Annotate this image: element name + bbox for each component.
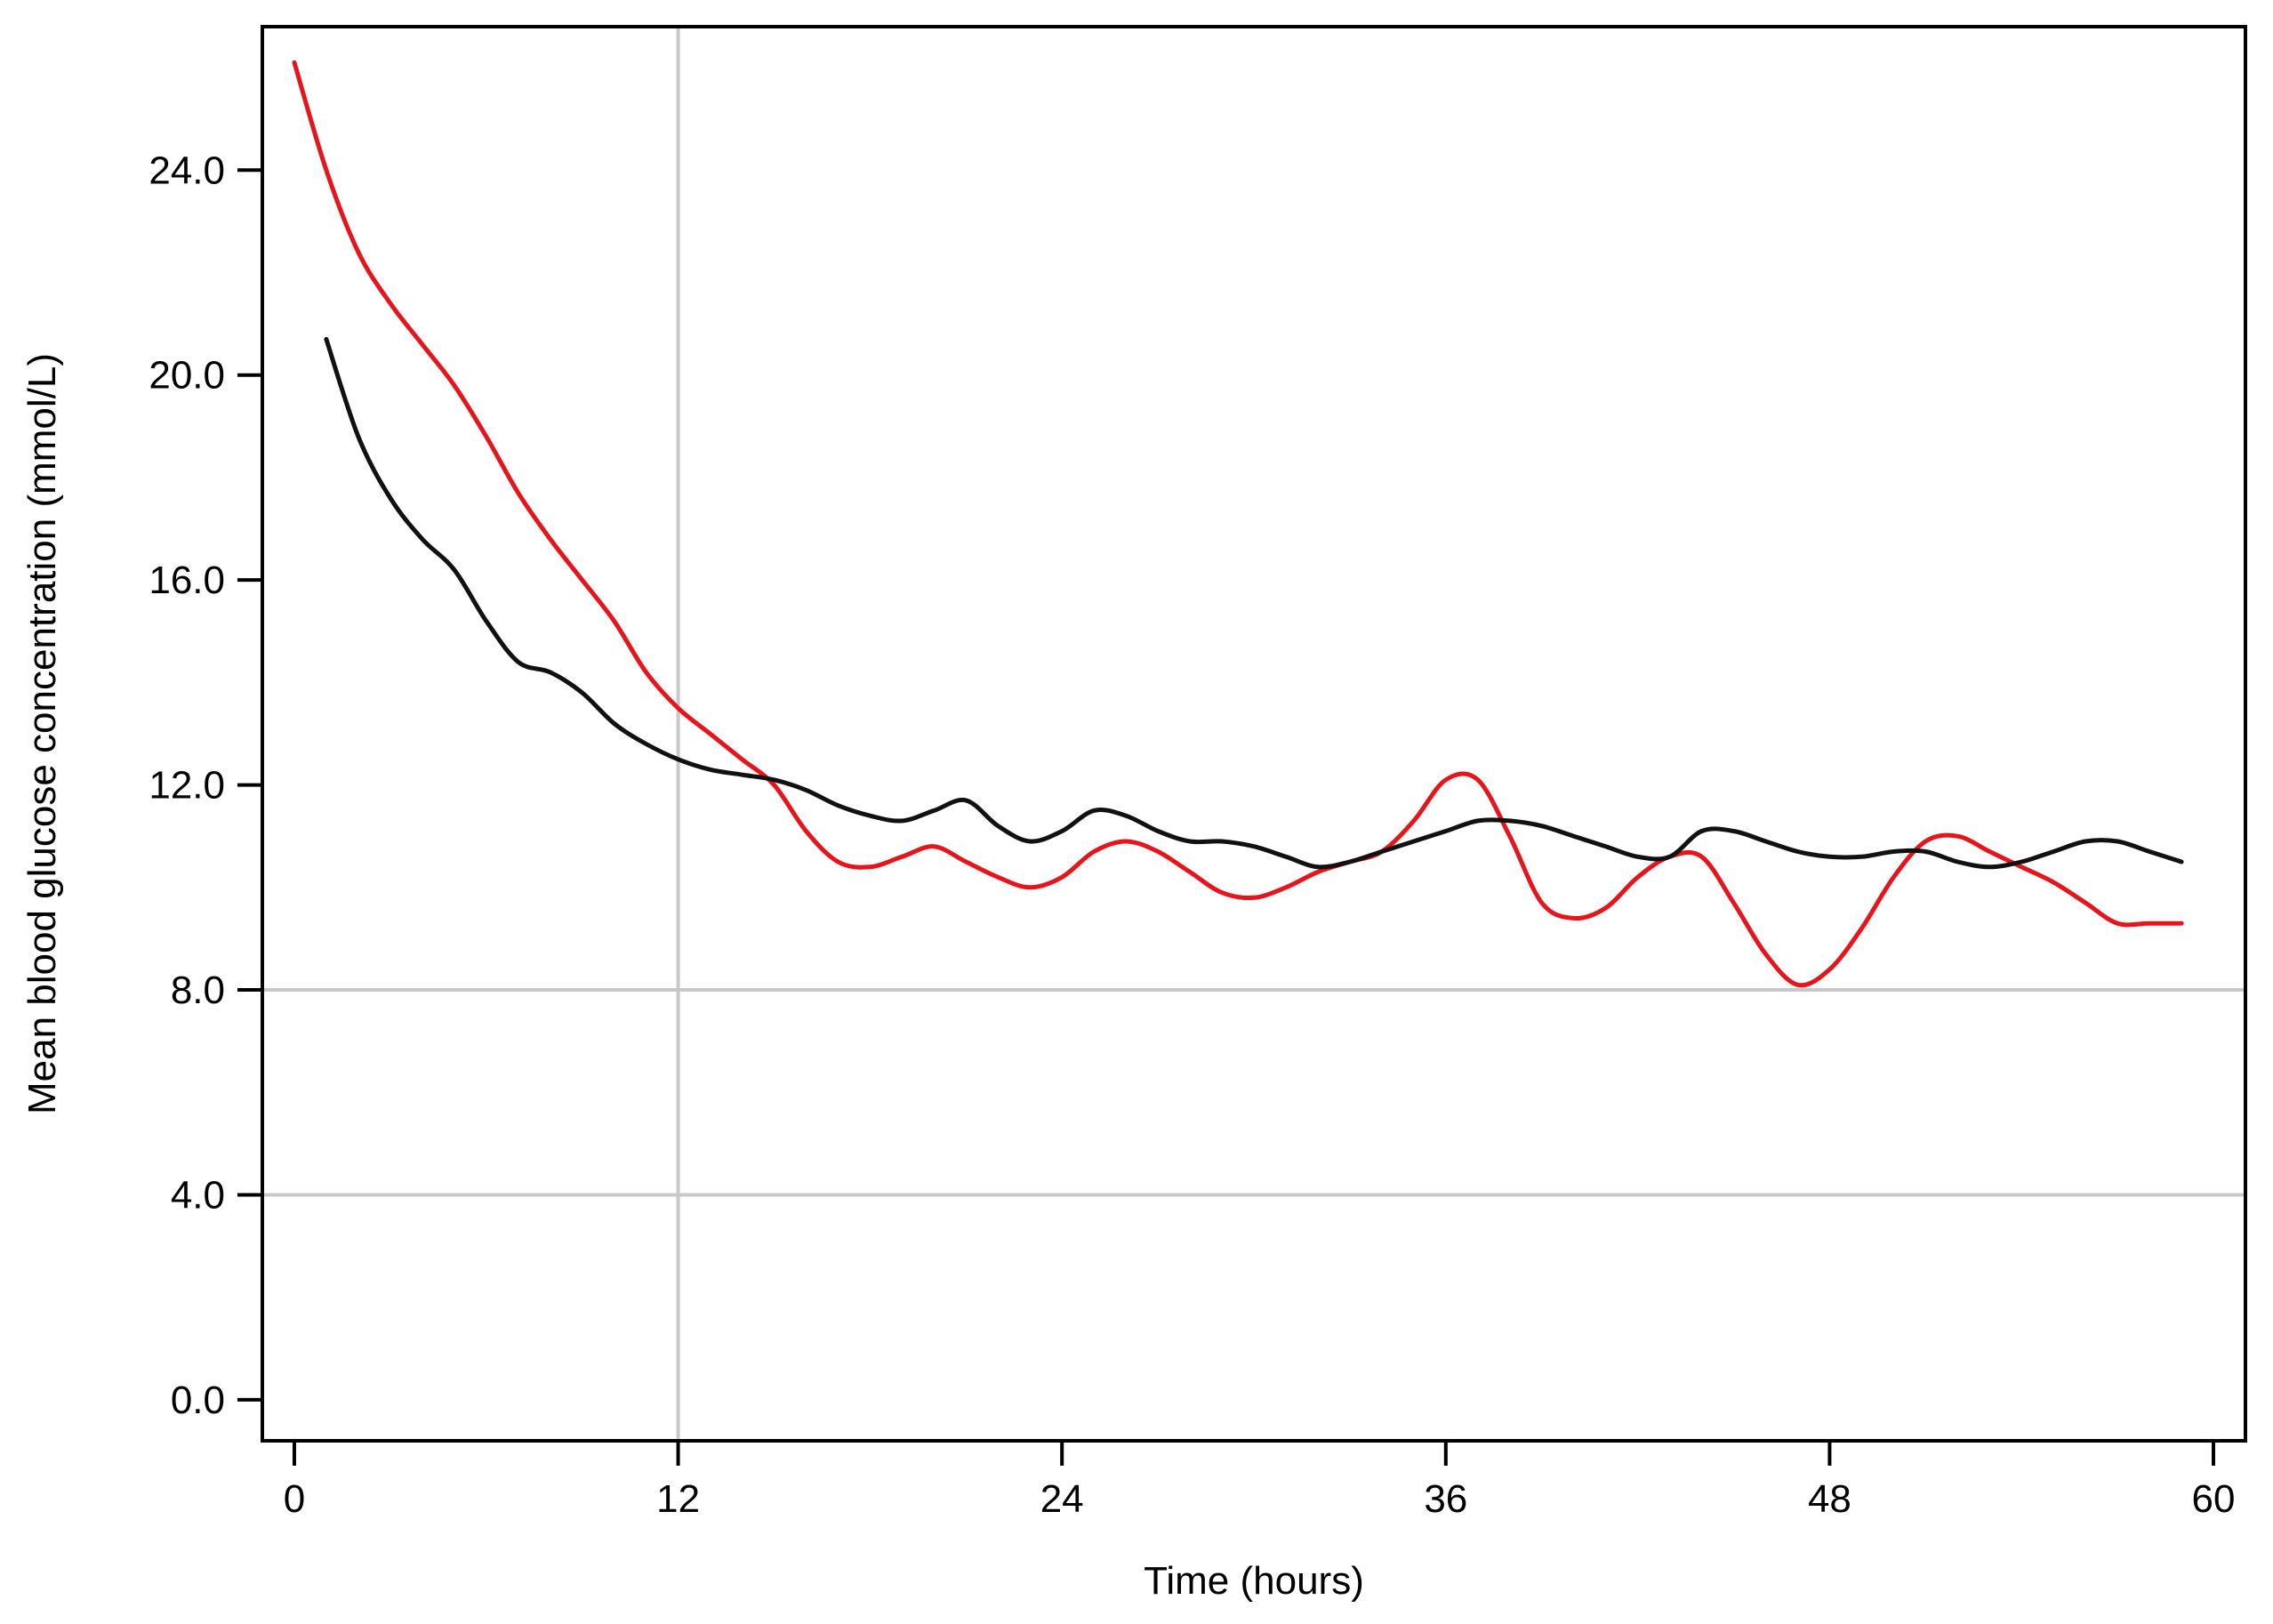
x-axis-ticks: 0 12 24 36 48 60 (284, 1441, 2236, 1521)
y-tick-label: 8.0 (171, 969, 225, 1012)
y-tick-label: 12.0 (149, 764, 225, 808)
y-tick-label: 16.0 (149, 559, 225, 602)
y-tick-label: 0.0 (171, 1379, 225, 1422)
x-tick-label: 0 (284, 1477, 305, 1521)
x-tick-label: 24 (1040, 1477, 1084, 1521)
y-tick-label: 24.0 (149, 149, 225, 192)
x-axis-title: Time (hours) (1144, 1559, 1364, 1603)
x-tick-label: 48 (1808, 1477, 1851, 1521)
series-lines (292, 60, 2184, 988)
y-tick-label: 20.0 (149, 354, 225, 398)
y-axis-title: Mean blood glucose concentration (mmol/L… (20, 353, 64, 1114)
series-line-2 (324, 336, 2184, 870)
y-axis-ticks: 0.0 4.0 8.0 12.0 16.0 20.0 24.0 (149, 149, 262, 1422)
reference-lines (262, 27, 2245, 1441)
series-line-1 (292, 60, 2184, 988)
x-tick-label: 60 (2192, 1477, 2236, 1521)
x-tick-label: 36 (1424, 1477, 1467, 1521)
y-tick-label: 4.0 (171, 1173, 225, 1217)
x-tick-label: 12 (656, 1477, 700, 1521)
plot-frame (261, 25, 2247, 1443)
